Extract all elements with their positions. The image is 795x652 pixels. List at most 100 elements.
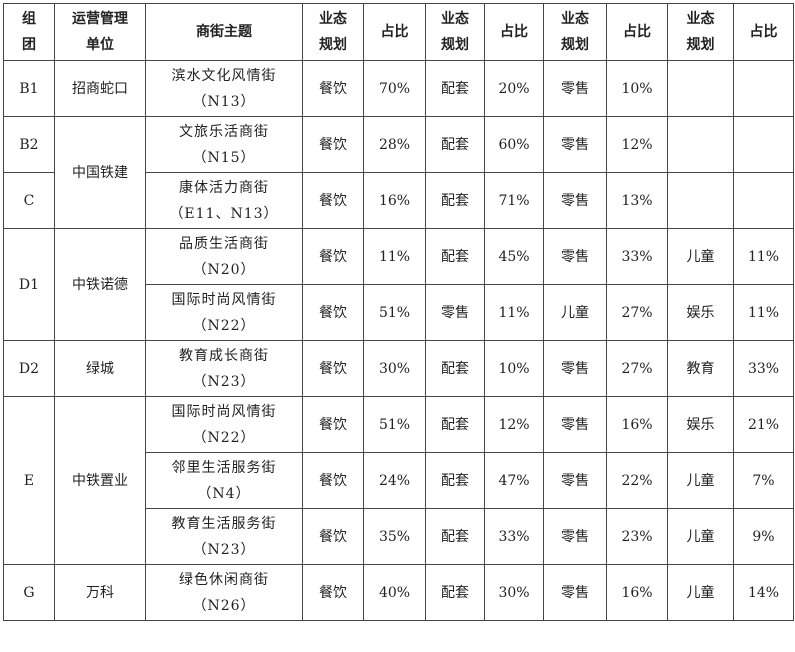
- theme-name: 教育成长商街: [179, 347, 269, 364]
- operator-cell: 绿城: [54, 340, 146, 397]
- theme-code: （N26）: [192, 597, 256, 614]
- theme-code: （N4）: [197, 485, 251, 502]
- plan-cell: 零售: [543, 452, 607, 509]
- plan-cell: 零售: [543, 116, 607, 173]
- plan-cell: 零售: [543, 228, 607, 285]
- theme-name: 绿色休闲商街: [179, 571, 269, 588]
- theme-name: 邻里生活服务街: [171, 459, 277, 476]
- ratio-cell: 33%: [733, 340, 794, 397]
- ratio-cell: 47%: [484, 452, 544, 509]
- ratio-cell: 71%: [484, 172, 544, 229]
- table-row: D2 绿城 教育成长商街 （N23） 餐饮 30% 配套 10% 零售 27% 教育 33%: [3, 340, 794, 397]
- plan-cell: 零售: [543, 508, 607, 565]
- plan-cell: 儿童: [543, 284, 607, 341]
- ratio-cell: 10%: [606, 60, 668, 117]
- plan-cell: 儿童: [667, 508, 734, 565]
- ratio-cell: 40%: [363, 564, 426, 621]
- ratio-cell: 28%: [363, 116, 426, 173]
- group-cell: D1: [3, 228, 55, 341]
- plan-cell: 配套: [425, 564, 485, 621]
- ratio-cell: 27%: [606, 340, 668, 397]
- plan-cell: 零售: [543, 340, 607, 397]
- theme-cell: 邻里生活服务街 （N4）: [145, 452, 303, 509]
- plan-cell: [667, 60, 734, 117]
- plan-cell: 娱乐: [667, 284, 734, 341]
- plan-cell: 零售: [425, 284, 485, 341]
- plan-cell: 配套: [425, 60, 485, 117]
- group-cell: D2: [3, 340, 55, 397]
- group-cell: G: [3, 564, 55, 621]
- ratio-cell: [733, 116, 794, 173]
- table-row: 教育生活服务街 （N23） 餐饮 35% 配套 33% 零售 23% 儿童 9%: [4, 508, 794, 565]
- theme-name: 国际时尚风情街: [171, 291, 277, 308]
- ratio-cell: 30%: [363, 340, 426, 397]
- plan-cell: 餐饮: [302, 564, 364, 621]
- ratio-cell: 30%: [484, 564, 544, 621]
- ratio-cell: 22%: [606, 452, 668, 509]
- table-row: G 万科 绿色休闲商街 （N26） 餐饮 40% 配套 30% 零售 16% 儿童 14%: [3, 564, 794, 621]
- ratio-cell: [733, 60, 794, 117]
- ratio-cell: 13%: [606, 172, 668, 229]
- ratio-cell: 60%: [484, 116, 544, 173]
- theme-name: 国际时尚风情街: [171, 403, 277, 420]
- ratio-cell: 51%: [363, 396, 426, 453]
- header-group: 组团: [3, 3, 55, 61]
- plan-cell: 儿童: [667, 228, 734, 285]
- ratio-cell: 24%: [363, 452, 426, 509]
- commercial-street-table: 组团 运营管理单位 商街主题 业态规划 占比 业态规划 占比 业态规划 占比 业…: [3, 3, 794, 621]
- theme-name: 文旅乐活商街: [179, 123, 269, 140]
- theme-cell: 教育生活服务街 （N23）: [145, 508, 303, 565]
- ratio-cell: 70%: [363, 60, 426, 117]
- operator-cell: 中铁诺德: [54, 228, 146, 341]
- plan-cell: 配套: [425, 396, 485, 453]
- theme-name: 康体活力商街: [179, 179, 269, 196]
- theme-cell: 国际时尚风情街 （N22）: [145, 396, 303, 453]
- table-row: B1 招商蛇口 滨水文化风情街 （N13） 餐饮 70% 配套 20% 零售 10%: [3, 60, 794, 117]
- ratio-cell: 12%: [606, 116, 668, 173]
- theme-code: （N23）: [192, 541, 256, 558]
- operator-cell: 万科: [54, 564, 146, 621]
- theme-name: 滨水文化风情街: [171, 67, 277, 84]
- header-ratio-1: 占比: [363, 3, 426, 61]
- ratio-cell: 16%: [606, 396, 668, 453]
- theme-code: （N22）: [192, 317, 256, 334]
- theme-code: （N22）: [192, 429, 256, 446]
- plan-cell: 餐饮: [302, 340, 364, 397]
- plan-cell: [667, 116, 734, 173]
- plan-cell: 教育: [667, 340, 734, 397]
- plan-cell: 儿童: [667, 452, 734, 509]
- ratio-cell: 20%: [484, 60, 544, 117]
- table-row: C 康体活力商街 （E11、N13） 餐饮 16% 配套 71% 零售 13%: [3, 172, 794, 229]
- theme-code: （N20）: [192, 261, 256, 278]
- ratio-cell: 45%: [484, 228, 544, 285]
- plan-cell: 零售: [543, 564, 607, 621]
- ratio-cell: 14%: [733, 564, 794, 621]
- theme-code: （N15）: [192, 149, 256, 166]
- group-cell: B2: [3, 116, 55, 173]
- table-row: 邻里生活服务街 （N4） 餐饮 24% 配套 47% 零售 22% 儿童 7%: [4, 452, 794, 509]
- ratio-cell: 33%: [484, 508, 544, 565]
- plan-cell: 餐饮: [302, 452, 364, 509]
- header-operator: 运营管理单位: [54, 3, 146, 61]
- theme-name: 教育生活服务街: [171, 515, 277, 532]
- operator-cell: 中国铁建: [54, 116, 146, 229]
- header-plan-3: 业态规划: [543, 3, 607, 61]
- plan-cell: 娱乐: [667, 396, 734, 453]
- ratio-cell: 23%: [606, 508, 668, 565]
- ratio-cell: 35%: [363, 508, 426, 565]
- header-ratio-3: 占比: [606, 3, 668, 61]
- plan-cell: 餐饮: [302, 396, 364, 453]
- theme-code: （E11、N13）: [169, 205, 279, 222]
- plan-cell: 零售: [543, 60, 607, 117]
- plan-cell: 配套: [425, 508, 485, 565]
- plan-cell: 餐饮: [302, 60, 364, 117]
- ratio-cell: [733, 172, 794, 229]
- ratio-cell: 11%: [363, 228, 426, 285]
- ratio-cell: 33%: [606, 228, 668, 285]
- header-theme: 商街主题: [145, 3, 303, 61]
- theme-code: （N23）: [192, 373, 256, 390]
- group-cell: B1: [3, 60, 55, 117]
- operator-cell: 中铁置业: [54, 396, 146, 565]
- plan-cell: 餐饮: [302, 284, 364, 341]
- ratio-cell: 27%: [606, 284, 668, 341]
